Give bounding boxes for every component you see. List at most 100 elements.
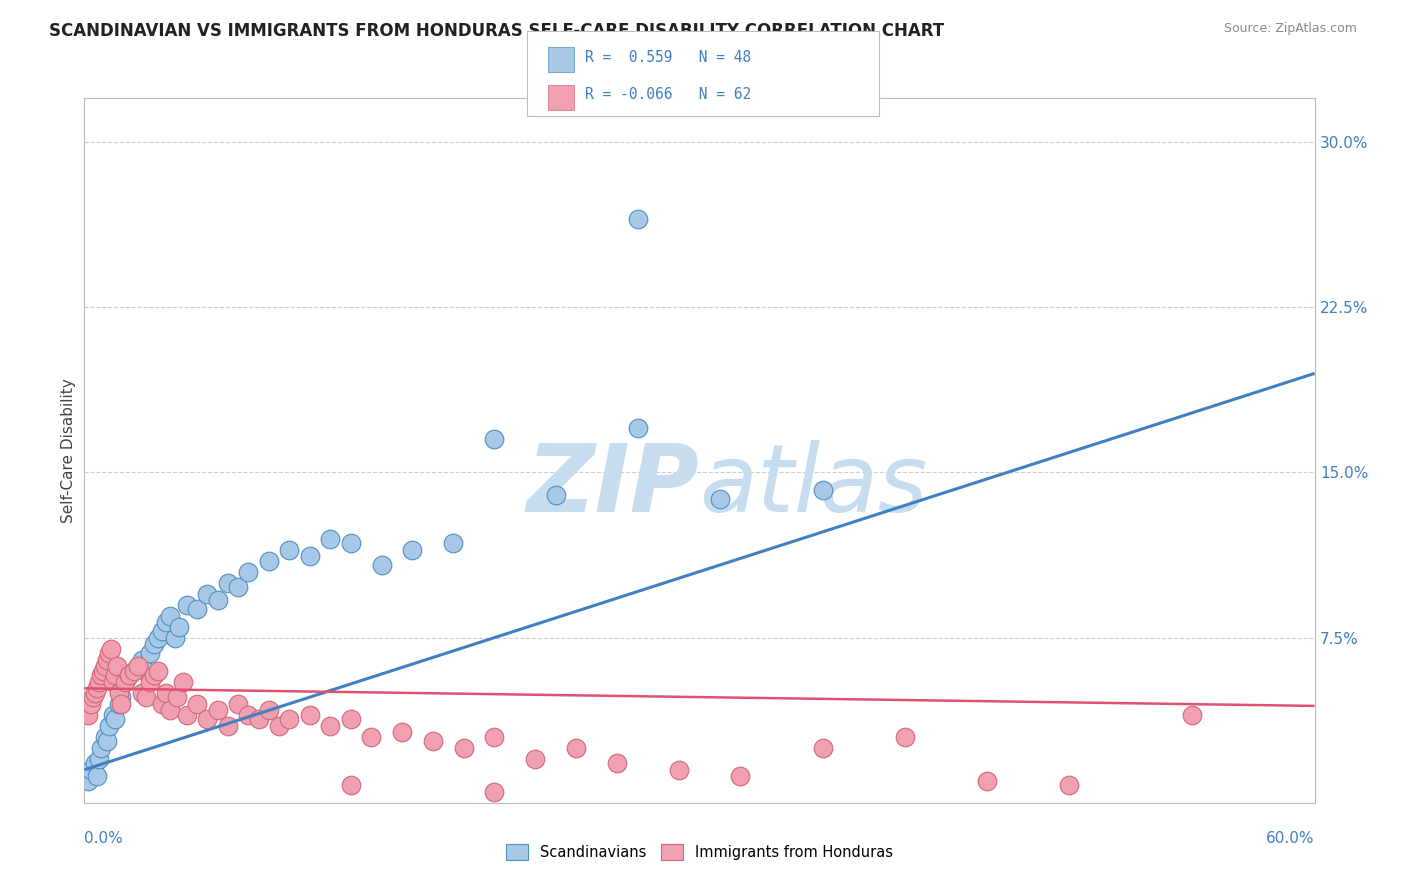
Point — [94, 659, 117, 673]
Point — [627, 421, 650, 435]
Point — [606, 756, 628, 771]
Point — [94, 730, 117, 744]
Point — [83, 756, 105, 771]
Point — [269, 719, 291, 733]
Point — [104, 712, 127, 726]
Point — [82, 690, 104, 705]
Point — [155, 686, 177, 700]
Point — [893, 730, 915, 744]
Point — [135, 664, 157, 678]
Point — [114, 674, 136, 689]
Point — [114, 674, 136, 689]
Point — [278, 712, 301, 726]
Point — [176, 707, 198, 722]
Point — [122, 664, 145, 678]
Point — [238, 707, 260, 722]
Point — [148, 631, 170, 645]
Text: 60.0%: 60.0% — [1267, 831, 1315, 846]
Point — [484, 785, 506, 799]
Point — [159, 608, 181, 623]
Point — [155, 615, 177, 630]
Point — [148, 664, 170, 678]
Point — [79, 763, 101, 777]
Point — [77, 707, 100, 722]
Point — [319, 719, 342, 733]
Point — [77, 773, 100, 788]
Point — [360, 730, 382, 744]
Text: ZIP: ZIP — [527, 440, 700, 532]
Point — [453, 740, 475, 755]
Point — [186, 602, 208, 616]
Point — [86, 769, 108, 783]
Point — [150, 624, 173, 638]
Text: Source: ZipAtlas.com: Source: ZipAtlas.com — [1223, 22, 1357, 36]
Point — [135, 690, 157, 705]
Point — [139, 674, 162, 689]
Point — [83, 686, 105, 700]
Point — [127, 659, 149, 673]
Point — [87, 752, 110, 766]
Point — [247, 712, 270, 726]
Point — [1057, 778, 1080, 792]
Point — [217, 719, 239, 733]
Point — [709, 491, 731, 506]
Point — [108, 686, 131, 700]
Point — [340, 778, 363, 792]
Point — [163, 631, 186, 645]
Point — [110, 697, 132, 711]
Point — [104, 668, 127, 682]
Point — [226, 697, 249, 711]
Point — [100, 641, 122, 656]
Point — [91, 664, 114, 678]
Point — [122, 664, 145, 678]
Point — [131, 686, 153, 700]
Text: SCANDINAVIAN VS IMMIGRANTS FROM HONDURAS SELF-CARE DISABILITY CORRELATION CHART: SCANDINAVIAN VS IMMIGRANTS FROM HONDURAS… — [49, 22, 945, 40]
Point — [90, 740, 112, 755]
Point — [298, 549, 321, 564]
Point — [298, 707, 321, 722]
Point — [226, 580, 249, 594]
Point — [207, 703, 229, 717]
Text: 0.0%: 0.0% — [84, 831, 124, 846]
Point — [976, 773, 998, 788]
Text: R =  0.559   N = 48: R = 0.559 N = 48 — [585, 50, 751, 65]
Point — [257, 553, 280, 567]
Point — [167, 620, 190, 634]
Point — [143, 668, 166, 682]
Point — [108, 697, 131, 711]
Point — [87, 674, 110, 689]
Point — [668, 763, 690, 777]
Point — [217, 575, 239, 590]
Point — [139, 646, 162, 660]
Point — [127, 659, 149, 673]
Point — [118, 668, 141, 682]
Point — [627, 212, 650, 227]
Point — [101, 707, 124, 722]
Point — [197, 712, 219, 726]
Point — [207, 593, 229, 607]
Point — [143, 637, 166, 651]
Point — [131, 653, 153, 667]
Point — [98, 646, 121, 660]
Point — [544, 487, 567, 501]
Point — [484, 730, 506, 744]
Point — [401, 542, 423, 557]
Point — [110, 690, 132, 705]
Point — [811, 740, 834, 755]
Point — [79, 697, 101, 711]
Point — [422, 734, 444, 748]
Point — [197, 586, 219, 600]
Point — [101, 674, 124, 689]
Point — [811, 483, 834, 497]
Point — [319, 532, 342, 546]
Text: R = -0.066   N = 62: R = -0.066 N = 62 — [585, 87, 751, 103]
Y-axis label: Self-Care Disability: Self-Care Disability — [60, 378, 76, 523]
Point — [172, 674, 194, 689]
Point — [166, 690, 188, 705]
Point — [86, 681, 108, 696]
Point — [340, 536, 363, 550]
Point — [484, 433, 506, 447]
Point — [565, 740, 588, 755]
Point — [1181, 707, 1204, 722]
Point — [105, 659, 128, 673]
